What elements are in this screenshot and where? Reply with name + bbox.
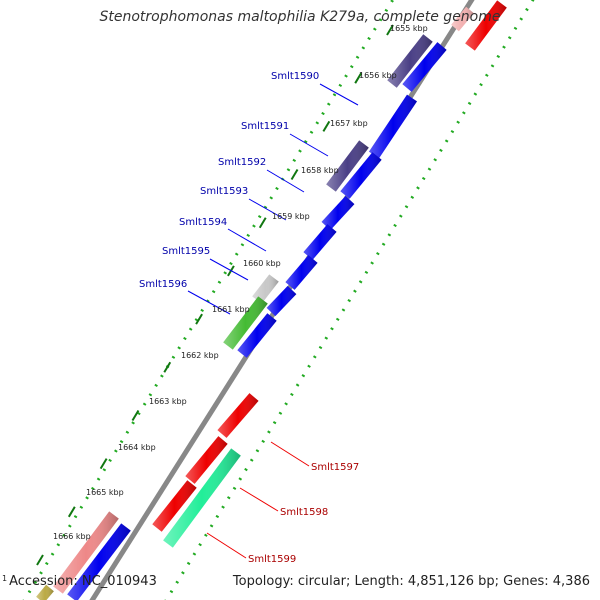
ruler-tick — [258, 217, 267, 229]
feature-track — [36, 0, 507, 600]
gene-label[interactable]: Smlt1598 — [280, 507, 328, 518]
ruler-tick — [290, 169, 299, 181]
kbp-label: 1656 kbp — [359, 71, 397, 80]
kbp-ruler-labels: 1655 kbp 1656 kbp 1657 kbp 1658 kbp 1659 kbp… — [53, 24, 428, 541]
leader-Smlt1598 — [239, 487, 279, 512]
gene-label[interactable]: Smlt1590 — [271, 71, 319, 82]
inner-dotted-track — [22, 0, 395, 600]
label-leader-lines — [187, 83, 359, 559]
leader-Smlt1591 — [289, 133, 329, 157]
leader-Smlt1596 — [187, 290, 231, 315]
accession-prefix: 1 — [2, 574, 8, 583]
kbp-label: 1666 kbp — [53, 532, 91, 541]
ruler-tick — [36, 554, 44, 566]
feature-1655-dark-shading — [387, 34, 433, 88]
kbp-label: 1660 kbp — [243, 259, 281, 268]
feature-1663-red-shading — [217, 393, 259, 438]
feature-1666-olive-shading — [36, 584, 54, 600]
gene-label[interactable]: Smlt1595 — [162, 246, 210, 257]
topology-info: Topology: circular; Length: 4,851,126 bp… — [232, 574, 590, 589]
feature-1665-pink-shading — [53, 511, 119, 594]
kbp-label: 1661 kbp — [212, 305, 250, 314]
gene-label[interactable]: Smlt1593 — [200, 186, 248, 197]
ruler-tick — [195, 313, 203, 325]
feature-1657-blue-shading — [369, 94, 417, 159]
leader-Smlt1594 — [227, 228, 267, 252]
map-title: Stenotrophomonas maltophilia K279a, comp… — [99, 9, 501, 25]
gene-label[interactable]: Smlt1594 — [179, 217, 227, 228]
kbp-label: 1658 kbp — [301, 166, 339, 175]
kbp-label: 1657 kbp — [330, 119, 368, 128]
feature-1659-blue-shading — [321, 195, 355, 231]
accession-info: 1 Accession: NC_010943 — [2, 574, 157, 589]
feature-1664-mint-shading — [163, 448, 241, 548]
feature-1658-dark-shading — [326, 140, 369, 192]
ruler-tick — [67, 506, 76, 518]
gc-dot-tracks — [22, 0, 535, 600]
feature-1660b-blue-shading — [285, 255, 318, 290]
kbp-label: 1659 kbp — [272, 212, 310, 221]
kbp-label: 1662 kbp — [181, 351, 219, 360]
gene-label[interactable]: Smlt1597 — [311, 462, 359, 473]
gene-label[interactable]: Smlt1591 — [241, 121, 289, 132]
ruler-tick — [386, 24, 394, 36]
feature-1661-grey-shading — [252, 274, 279, 304]
ruler-tick — [131, 409, 140, 421]
leader-Smlt1592 — [266, 169, 305, 193]
kbp-label: 1664 kbp — [118, 443, 156, 452]
kbp-label: 1655 kbp — [390, 24, 428, 33]
ruler-tick — [354, 72, 363, 84]
kbp-label: 1663 kbp — [149, 397, 187, 406]
ruler-tick — [322, 120, 331, 132]
kbp-label: 1665 kbp — [86, 488, 124, 497]
feature-top-red-shading — [465, 0, 507, 51]
feature-1662-blue-shading — [237, 313, 277, 358]
leader-Smlt1595 — [209, 258, 249, 281]
accession-text: Accession: NC_010943 — [9, 574, 157, 589]
feature-1661-blue-shading — [266, 285, 297, 317]
gene-label[interactable]: Smlt1596 — [139, 279, 187, 290]
leader-Smlt1597 — [270, 441, 310, 467]
feature-1656-blue-shading — [402, 42, 447, 92]
feature-1666-blue-shading — [67, 523, 131, 600]
feature-1658-blue-shading — [340, 152, 382, 199]
feature-1664-red-shading — [185, 436, 228, 484]
feature-1661-green-shading — [223, 296, 268, 350]
gene-label[interactable]: Smlt1599 — [248, 554, 296, 565]
feature-1665-red-shading — [152, 480, 197, 532]
gene-labels: Smlt1590 Smlt1591 Smlt1592 Smlt1593 Smlt1594… — [139, 71, 359, 565]
gene-label[interactable]: Smlt1592 — [218, 157, 266, 168]
ruler-tick — [99, 458, 108, 470]
feature-1660-blue-shading — [303, 224, 337, 260]
ruler-tick — [163, 361, 172, 373]
leader-Smlt1590 — [319, 83, 359, 106]
leader-Smlt1599 — [206, 532, 247, 559]
leader-Smlt1593 — [248, 198, 287, 221]
feature-top-pink-shading — [451, 6, 474, 32]
